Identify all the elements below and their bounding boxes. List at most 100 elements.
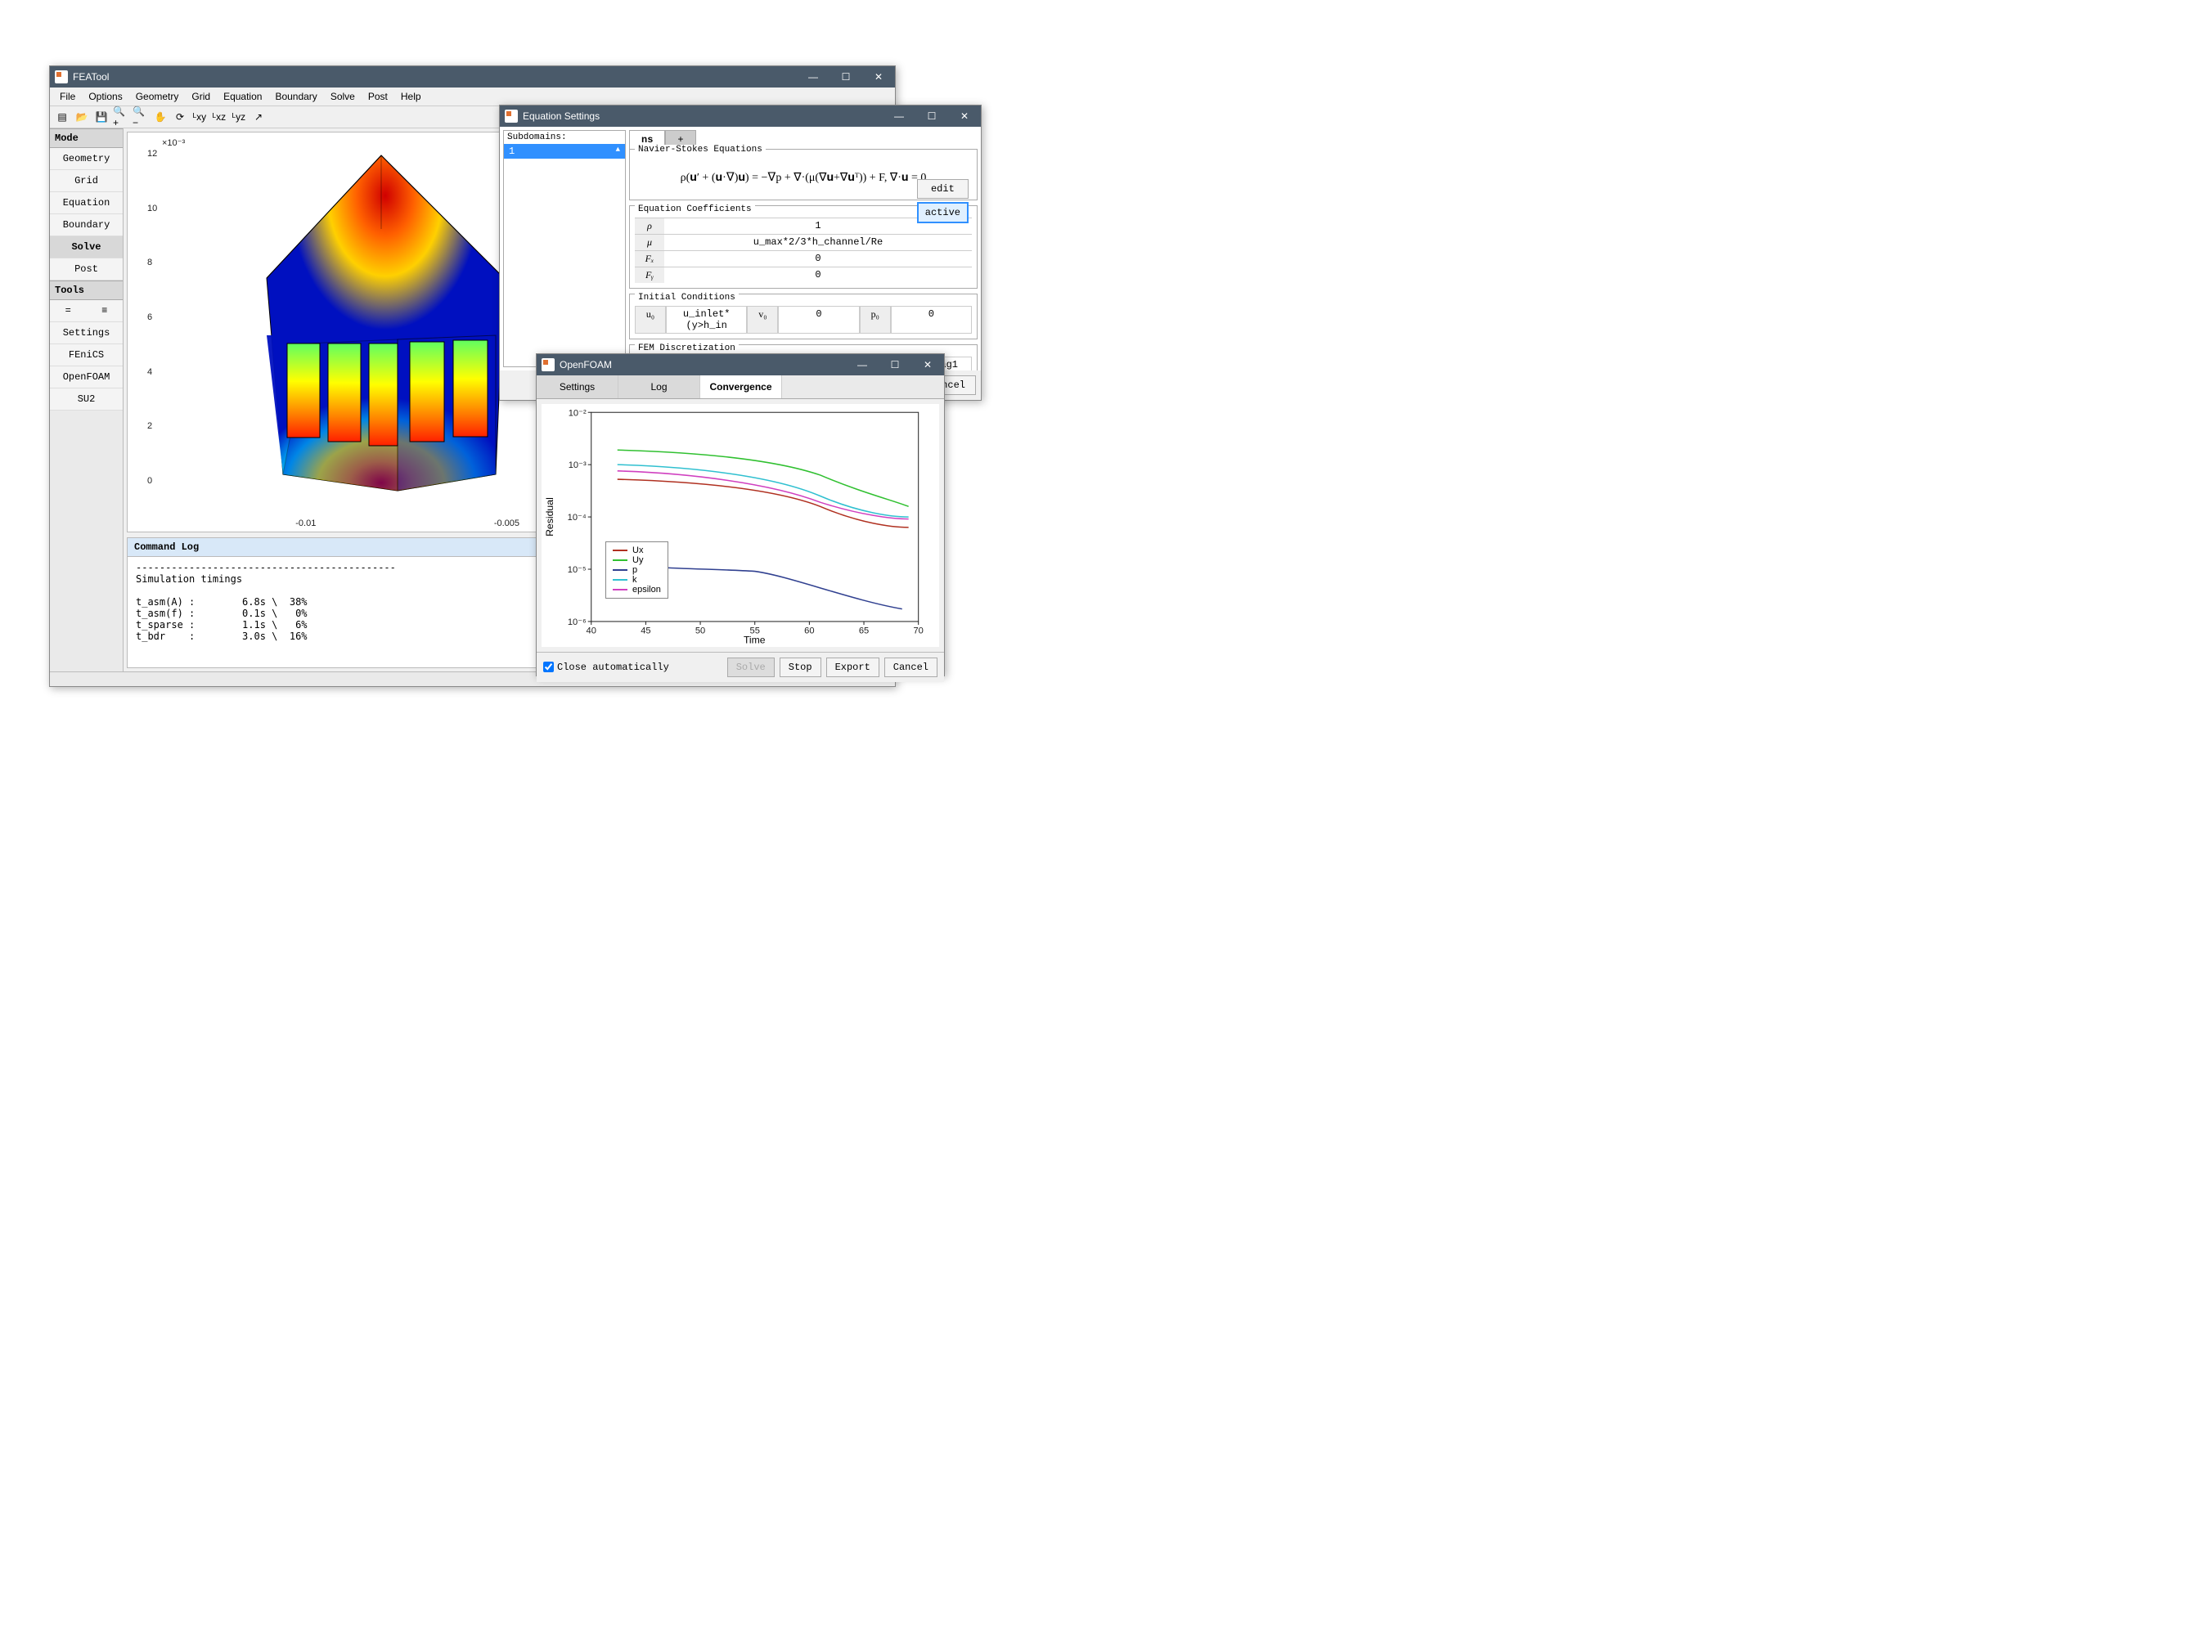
ic-title: Initial Conditions <box>635 293 739 303</box>
dropdown-icon: ▲ <box>616 146 620 157</box>
ic-value[interactable]: 0 <box>778 306 859 334</box>
active-button[interactable]: active <box>917 202 969 223</box>
minimize-button[interactable]: — <box>883 105 915 127</box>
mode-boundary[interactable]: Boundary <box>50 214 123 236</box>
solve-button: Solve <box>727 658 775 677</box>
subdomain-list[interactable]: Subdomains: 1 ▲ <box>503 130 626 367</box>
coef-value[interactable]: 0 <box>664 267 972 283</box>
coef-key: μ <box>635 235 664 250</box>
ic-value[interactable]: u_inlet*(y>h_in <box>666 306 747 334</box>
menu-help[interactable]: Help <box>394 89 428 104</box>
svg-text:10⁻⁵: 10⁻⁵ <box>568 565 587 575</box>
eq-titlebar[interactable]: Equation Settings — ☐ ✕ <box>500 105 981 127</box>
of-titlebar[interactable]: OpenFOAM — ☐ ✕ <box>537 354 944 375</box>
maximize-button[interactable]: ☐ <box>879 354 911 375</box>
coef-title: Equation Coefficients <box>635 204 755 214</box>
subdomain-item-1[interactable]: 1 ▲ <box>504 144 625 159</box>
coef-key: Fᵧ <box>635 267 664 283</box>
stop-button[interactable]: Stop <box>780 658 821 677</box>
mode-geometry[interactable]: Geometry <box>50 148 123 170</box>
zoom-in-icon[interactable]: 🔍+ <box>112 108 130 126</box>
y-tick: 2 <box>147 421 152 431</box>
menu-equation[interactable]: Equation <box>217 89 268 104</box>
fem-title: FEM Discretization <box>635 343 739 353</box>
coef-key: ρ <box>635 218 664 234</box>
xy-icon[interactable]: ᴸxy <box>191 108 209 126</box>
tool-op-≡[interactable]: ≡ <box>87 300 124 322</box>
pan-icon[interactable]: ✋ <box>151 108 169 126</box>
maximize-button[interactable]: ☐ <box>830 66 862 88</box>
minimize-button[interactable]: — <box>797 66 830 88</box>
mode-post[interactable]: Post <box>50 258 123 281</box>
of-legend: UxUypkepsilon <box>605 541 668 599</box>
yz-icon[interactable]: ᴸyz <box>230 108 248 126</box>
coef-key: Fₓ <box>635 251 664 267</box>
svg-text:45: 45 <box>641 626 650 635</box>
menu-options[interactable]: Options <box>82 89 128 104</box>
close-button[interactable]: ✕ <box>862 66 895 88</box>
open-icon[interactable]: 📂 <box>73 108 91 126</box>
axis-icon[interactable]: ↗ <box>250 108 268 126</box>
y-tick: 12 <box>147 149 157 159</box>
rotate-icon[interactable]: ⟳ <box>171 108 189 126</box>
tool-openfoam[interactable]: OpenFOAM <box>50 366 123 388</box>
tool-fenics[interactable]: FEniCS <box>50 344 123 366</box>
save-icon[interactable]: 💾 <box>92 108 110 126</box>
cancel-button[interactable]: Cancel <box>884 658 937 677</box>
menu-solve[interactable]: Solve <box>324 89 362 104</box>
close-button[interactable]: ✕ <box>948 105 981 127</box>
coef-value[interactable]: 0 <box>664 251 972 267</box>
of-tab-convergence[interactable]: Convergence <box>700 375 782 398</box>
legend-Uy: Uy <box>613 555 661 565</box>
ic-key: u₀ <box>635 306 666 334</box>
mode-header: Mode <box>50 128 123 148</box>
zoom-out-icon[interactable]: 🔍− <box>132 108 150 126</box>
coef-row: Fᵧ0 <box>635 267 972 283</box>
legend-epsilon: epsilon <box>613 585 661 595</box>
y-tick: 6 <box>147 312 152 322</box>
menu-post[interactable]: Post <box>362 89 394 104</box>
close-auto-checkbox[interactable]: Close automatically <box>543 662 669 673</box>
legend-Ux: Ux <box>613 545 661 555</box>
mode-solve[interactable]: Solve <box>50 236 123 258</box>
legend-k: k <box>613 575 661 585</box>
menu-boundary[interactable]: Boundary <box>268 89 323 104</box>
eq-title: Equation Settings <box>523 110 883 122</box>
minimize-button[interactable]: — <box>846 354 879 375</box>
svg-text:40: 40 <box>587 626 596 635</box>
tool-settings[interactable]: Settings <box>50 322 123 344</box>
svg-text:70: 70 <box>913 626 923 635</box>
close-button[interactable]: ✕ <box>911 354 944 375</box>
of-tab-settings[interactable]: Settings <box>537 375 618 398</box>
menubar: FileOptionsGeometryGridEquationBoundaryS… <box>50 88 895 106</box>
menu-grid[interactable]: Grid <box>185 89 217 104</box>
subdomains-label: Subdomains: <box>504 131 625 144</box>
mode-grid[interactable]: Grid <box>50 170 123 192</box>
new-icon[interactable]: ▤ <box>53 108 71 126</box>
ic-key: p₀ <box>860 306 891 334</box>
menu-geometry[interactable]: Geometry <box>129 89 186 104</box>
openfoam-window: OpenFOAM — ☐ ✕ SettingsLogConvergence 10… <box>536 353 945 676</box>
x-tick: -0.005 <box>494 518 519 528</box>
maximize-button[interactable]: ☐ <box>915 105 948 127</box>
export-button[interactable]: Export <box>826 658 879 677</box>
edit-button[interactable]: edit <box>917 179 969 199</box>
main-titlebar[interactable]: FEATool — ☐ ✕ <box>50 66 895 88</box>
y-tick: 8 <box>147 258 152 267</box>
svg-text:65: 65 <box>859 626 869 635</box>
tool-su2[interactable]: SU2 <box>50 388 123 411</box>
coef-value[interactable]: u_max*2/3*h_channel/Re <box>664 235 972 250</box>
mode-equation[interactable]: Equation <box>50 192 123 214</box>
coef-row: μu_max*2/3*h_channel/Re <box>635 234 972 250</box>
subdomain-value: 1 <box>509 146 515 157</box>
convergence-chart: 10⁻⁶10⁻⁵10⁻⁴10⁻³10⁻² 40455055606570 Time… <box>542 404 939 647</box>
of-tab-log[interactable]: Log <box>618 375 700 398</box>
xz-icon[interactable]: ᴸxz <box>210 108 228 126</box>
ic-value[interactable]: 0 <box>891 306 972 334</box>
tool-op-=[interactable]: = <box>50 300 87 322</box>
coef-row: Fₓ0 <box>635 250 972 267</box>
app-icon <box>542 358 555 371</box>
ic-key: v₀ <box>747 306 778 334</box>
close-auto-input[interactable] <box>543 662 554 672</box>
menu-file[interactable]: File <box>53 89 82 104</box>
